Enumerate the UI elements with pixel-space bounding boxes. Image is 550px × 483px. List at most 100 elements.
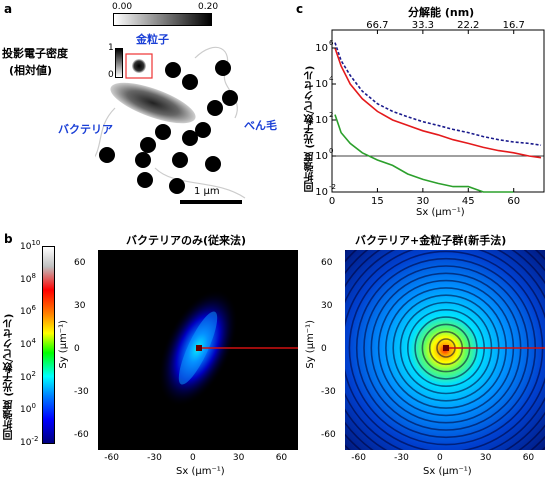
gold-particle xyxy=(135,152,151,168)
gold-particle xyxy=(207,100,223,116)
colorbar-tick-exponent: 10 xyxy=(31,239,41,247)
y-tick-label: 0 xyxy=(321,344,327,354)
colorbar-tick-exponent: 8 xyxy=(31,271,36,280)
x-tick-label: 45 xyxy=(462,196,475,207)
x-tick-label: 60 xyxy=(275,453,288,463)
right-pattern-title: バクテリア+金粒子群(新手法) xyxy=(355,234,507,247)
panel-c-xlabel: Sx (μm⁻¹) xyxy=(416,207,465,218)
panel-b-letter: b xyxy=(4,232,13,246)
colorbar-tick-label: 106 xyxy=(20,304,36,317)
colorbar-tick-label: 10-2 xyxy=(20,435,38,448)
x-tick-label: 60 xyxy=(507,196,520,207)
flagellum xyxy=(154,167,246,199)
plot-frame xyxy=(331,29,545,193)
y-tick-exponent: 2 xyxy=(329,111,333,119)
colorbar-tick-label: 108 xyxy=(20,272,36,285)
x-tick-label: 60 xyxy=(522,453,535,463)
gold-label: 金粒子 xyxy=(136,33,169,46)
colorbar-tick-base: 10 xyxy=(20,340,32,350)
colorbar-tick-exponent: 2 xyxy=(31,369,36,378)
colorbar-tick-base: 10 xyxy=(20,242,32,252)
x-tick-label: -60 xyxy=(104,453,119,463)
inset-gold-particle xyxy=(132,59,146,73)
gold-particle xyxy=(155,124,171,140)
density-colorbar xyxy=(113,13,212,26)
bacteria-projection-image xyxy=(95,46,246,204)
inset-box xyxy=(125,53,153,79)
x-tick-label: -30 xyxy=(394,453,409,463)
gold-particle xyxy=(182,130,198,146)
gold-particle xyxy=(195,122,211,138)
y-tick-label: 60 xyxy=(74,258,86,269)
gold-particle xyxy=(99,147,115,163)
gold-particle xyxy=(169,178,185,194)
y-tick-label: 10 xyxy=(315,79,328,90)
panel-c-ylabel: 回折強度 (光子数/ピクセル) xyxy=(305,65,316,192)
gold-particle xyxy=(137,172,153,188)
x-tick-label: 15 xyxy=(371,196,384,207)
series-line-2 xyxy=(334,114,514,193)
gold-particle xyxy=(182,74,198,90)
intensity-colorbar xyxy=(42,246,55,444)
inset-colorbar xyxy=(115,48,123,78)
colorbar-tick-base: 10 xyxy=(20,438,32,448)
bacterium xyxy=(110,82,196,124)
y-tick-exponent: 4 xyxy=(329,75,334,83)
left-pattern-title: バクテリアのみ(従来法) xyxy=(126,234,247,247)
series-line-1 xyxy=(334,47,542,159)
y-tick-label: 0 xyxy=(74,344,80,354)
colorbar-tick-base: 10 xyxy=(20,274,32,285)
colorbar-tick-label: 102 xyxy=(20,370,36,383)
x-axis-label: Sx (μm⁻¹) xyxy=(176,466,225,477)
colorbar-tick-base: 10 xyxy=(20,307,32,318)
flagellum xyxy=(95,107,116,158)
y-tick-label: -30 xyxy=(321,386,336,397)
x-tick-label: 30 xyxy=(416,196,429,207)
y-tick-label: 10 xyxy=(315,115,328,126)
density-label-line2: (相対値) xyxy=(9,64,53,77)
inset-min-label: 0 xyxy=(108,70,114,80)
y-tick-label: -60 xyxy=(321,429,336,440)
colorbar-tick-exponent: 4 xyxy=(31,337,36,345)
series-line-0 xyxy=(334,42,542,146)
colorbar-tick-base: 10 xyxy=(20,372,32,383)
inset-max-label: 1 xyxy=(108,43,114,53)
y-tick-label: -30 xyxy=(74,386,89,397)
top-tick-label: 22.2 xyxy=(457,20,479,31)
scale-bar xyxy=(180,200,242,204)
y-axis-label: Sy (μm⁻¹) xyxy=(58,320,69,369)
scale-max-label: 0.20 xyxy=(198,2,219,12)
y-tick-exponent: -2 xyxy=(329,183,336,191)
top-axis-label: 分解能 (nm) xyxy=(408,6,475,19)
colorbar-label: 回折強度 (光子数/ピクセル) xyxy=(4,313,15,440)
gold-particle xyxy=(205,156,221,172)
x-tick-label: -30 xyxy=(147,453,162,463)
panel-c-letter: c xyxy=(296,2,304,16)
top-tick-label: 16.7 xyxy=(503,20,525,31)
x-tick-label: 30 xyxy=(479,453,492,463)
colorbar-tick-label: 100 xyxy=(20,402,36,415)
x-tick-label: 0 xyxy=(329,196,335,207)
gold-particle xyxy=(172,152,188,168)
top-tick-label: 33.3 xyxy=(412,20,434,31)
colorbar-tick-base: 10 xyxy=(20,405,32,416)
y-tick-label: 30 xyxy=(321,301,333,312)
bacteria-label: バクテリア xyxy=(58,123,113,136)
y-tick-exponent: 0 xyxy=(329,147,333,155)
colorbar-tick-label: 1010 xyxy=(20,239,40,252)
flagella-label: べん毛 xyxy=(244,119,277,132)
x-axis-label: Sx (μm⁻¹) xyxy=(423,466,472,477)
y-tick-label: -60 xyxy=(74,429,89,440)
left-diffraction-pattern xyxy=(98,250,298,450)
top-tick-label: 66.7 xyxy=(366,20,388,31)
scale-min-label: 0.00 xyxy=(112,2,133,12)
y-tick-label: 30 xyxy=(74,301,86,312)
x-tick-label: -60 xyxy=(351,453,366,463)
gold-particle xyxy=(140,137,156,153)
colorbar-tick-exponent: 0 xyxy=(31,402,36,411)
right-diffraction-pattern xyxy=(345,250,545,450)
panel-a-letter: a xyxy=(4,2,13,16)
gold-particle xyxy=(215,60,231,76)
y-axis-label: Sy (μm⁻¹) xyxy=(305,320,316,369)
gold-particle xyxy=(165,62,181,78)
